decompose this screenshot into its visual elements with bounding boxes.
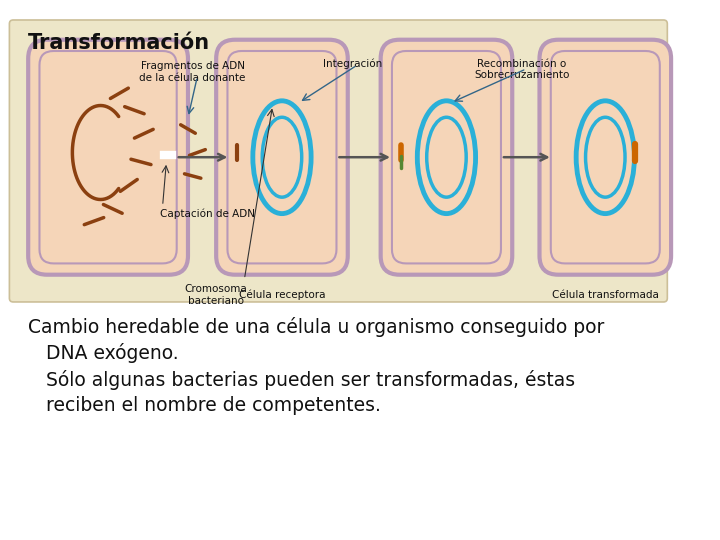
FancyBboxPatch shape: [539, 40, 671, 275]
FancyBboxPatch shape: [381, 40, 512, 275]
Text: Fragmentos de ADN
de la célula donante: Fragmentos de ADN de la célula donante: [140, 62, 246, 83]
Text: DNA exógeno.: DNA exógeno.: [28, 343, 179, 363]
FancyBboxPatch shape: [28, 40, 188, 275]
Text: Célula receptora: Célula receptora: [239, 290, 325, 300]
Text: Sólo algunas bacterias pueden ser transformadas, éstas: Sólo algunas bacterias pueden ser transf…: [28, 369, 575, 390]
Text: Cromosoma
bacteriano: Cromosoma bacteriano: [185, 284, 248, 306]
Text: Integración: Integración: [323, 58, 382, 69]
FancyBboxPatch shape: [216, 40, 348, 275]
FancyBboxPatch shape: [9, 20, 667, 302]
Text: reciben el nombre de competentes.: reciben el nombre de competentes.: [28, 396, 381, 415]
Text: Cambio heredable de una célula u organismo conseguido por: Cambio heredable de una célula u organis…: [28, 317, 605, 337]
Text: Transformación: Transformación: [28, 33, 210, 53]
Text: Célula transformada: Célula transformada: [552, 290, 659, 300]
Text: Captación de ADN: Captación de ADN: [160, 209, 255, 219]
Text: Recombinación o
Sobrecruzamiento: Recombinación o Sobrecruzamiento: [474, 58, 570, 80]
